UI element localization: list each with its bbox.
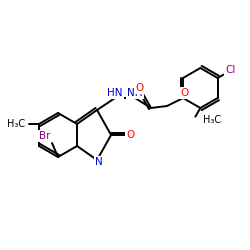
Text: Br: Br [39, 131, 51, 141]
Text: O: O [126, 130, 134, 140]
Text: N: N [95, 157, 103, 167]
Text: NH: NH [127, 88, 143, 98]
Text: O: O [180, 88, 188, 98]
Text: H₃C: H₃C [203, 115, 222, 125]
Text: HN: HN [107, 88, 123, 98]
Text: O: O [135, 83, 143, 93]
Text: Cl: Cl [225, 65, 235, 75]
Text: H₃C: H₃C [7, 119, 25, 129]
